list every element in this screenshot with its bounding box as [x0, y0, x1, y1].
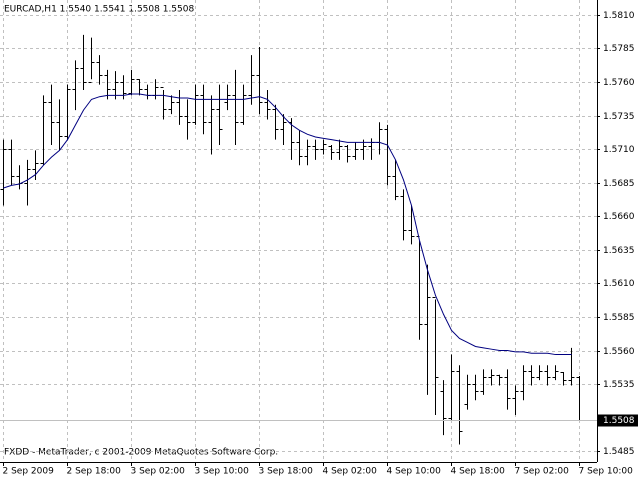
y-tick-label: 1.5660 [603, 212, 635, 222]
x-tick-label: 7 Sep 10:00 [579, 467, 634, 477]
x-tick-label: 3 Sep 10:00 [195, 467, 250, 477]
chart-title: EURCAD,H1 1.5540 1.5541 1.5508 1.5508 [4, 5, 194, 15]
x-tick-label: 4 Sep 18:00 [451, 467, 506, 477]
y-tick-label: 1.5560 [603, 347, 635, 357]
moving-average [3, 93, 572, 356]
x-tick-label: 3 Sep 18:00 [259, 467, 314, 477]
x-tick-label: 4 Sep 10:00 [387, 467, 442, 477]
y-tick-label: 1.5585 [603, 313, 635, 323]
y-tick-label: 1.5810 [603, 11, 635, 21]
price-label: 1.5508 [603, 416, 635, 426]
y-tick-label: 1.5535 [603, 380, 635, 390]
y-tick-label: 1.5685 [603, 179, 635, 189]
y-tick-label: 1.5635 [603, 246, 635, 256]
x-tick-label: 7 Sep 02:00 [515, 467, 570, 477]
y-tick-label: 1.5785 [603, 44, 635, 54]
x-tick-label: 4 Sep 02:00 [323, 467, 378, 477]
price-box [598, 414, 638, 427]
x-tick-label: 3 Sep 02:00 [131, 467, 186, 477]
x-tick-label: 2 Sep 2009 [3, 467, 55, 477]
footer: FXDD - MetaTrader, c 2001-2009 MetaQuote… [4, 448, 278, 458]
y-tick-label: 1.5710 [603, 145, 635, 155]
y-tick-label: 1.5485 [603, 447, 635, 457]
y-tick-label: 1.5735 [603, 112, 635, 122]
y-tick-label: 1.5610 [603, 279, 635, 289]
y-tick-label: 1.5760 [603, 78, 635, 88]
x-tick-label: 2 Sep 18:00 [67, 467, 122, 477]
